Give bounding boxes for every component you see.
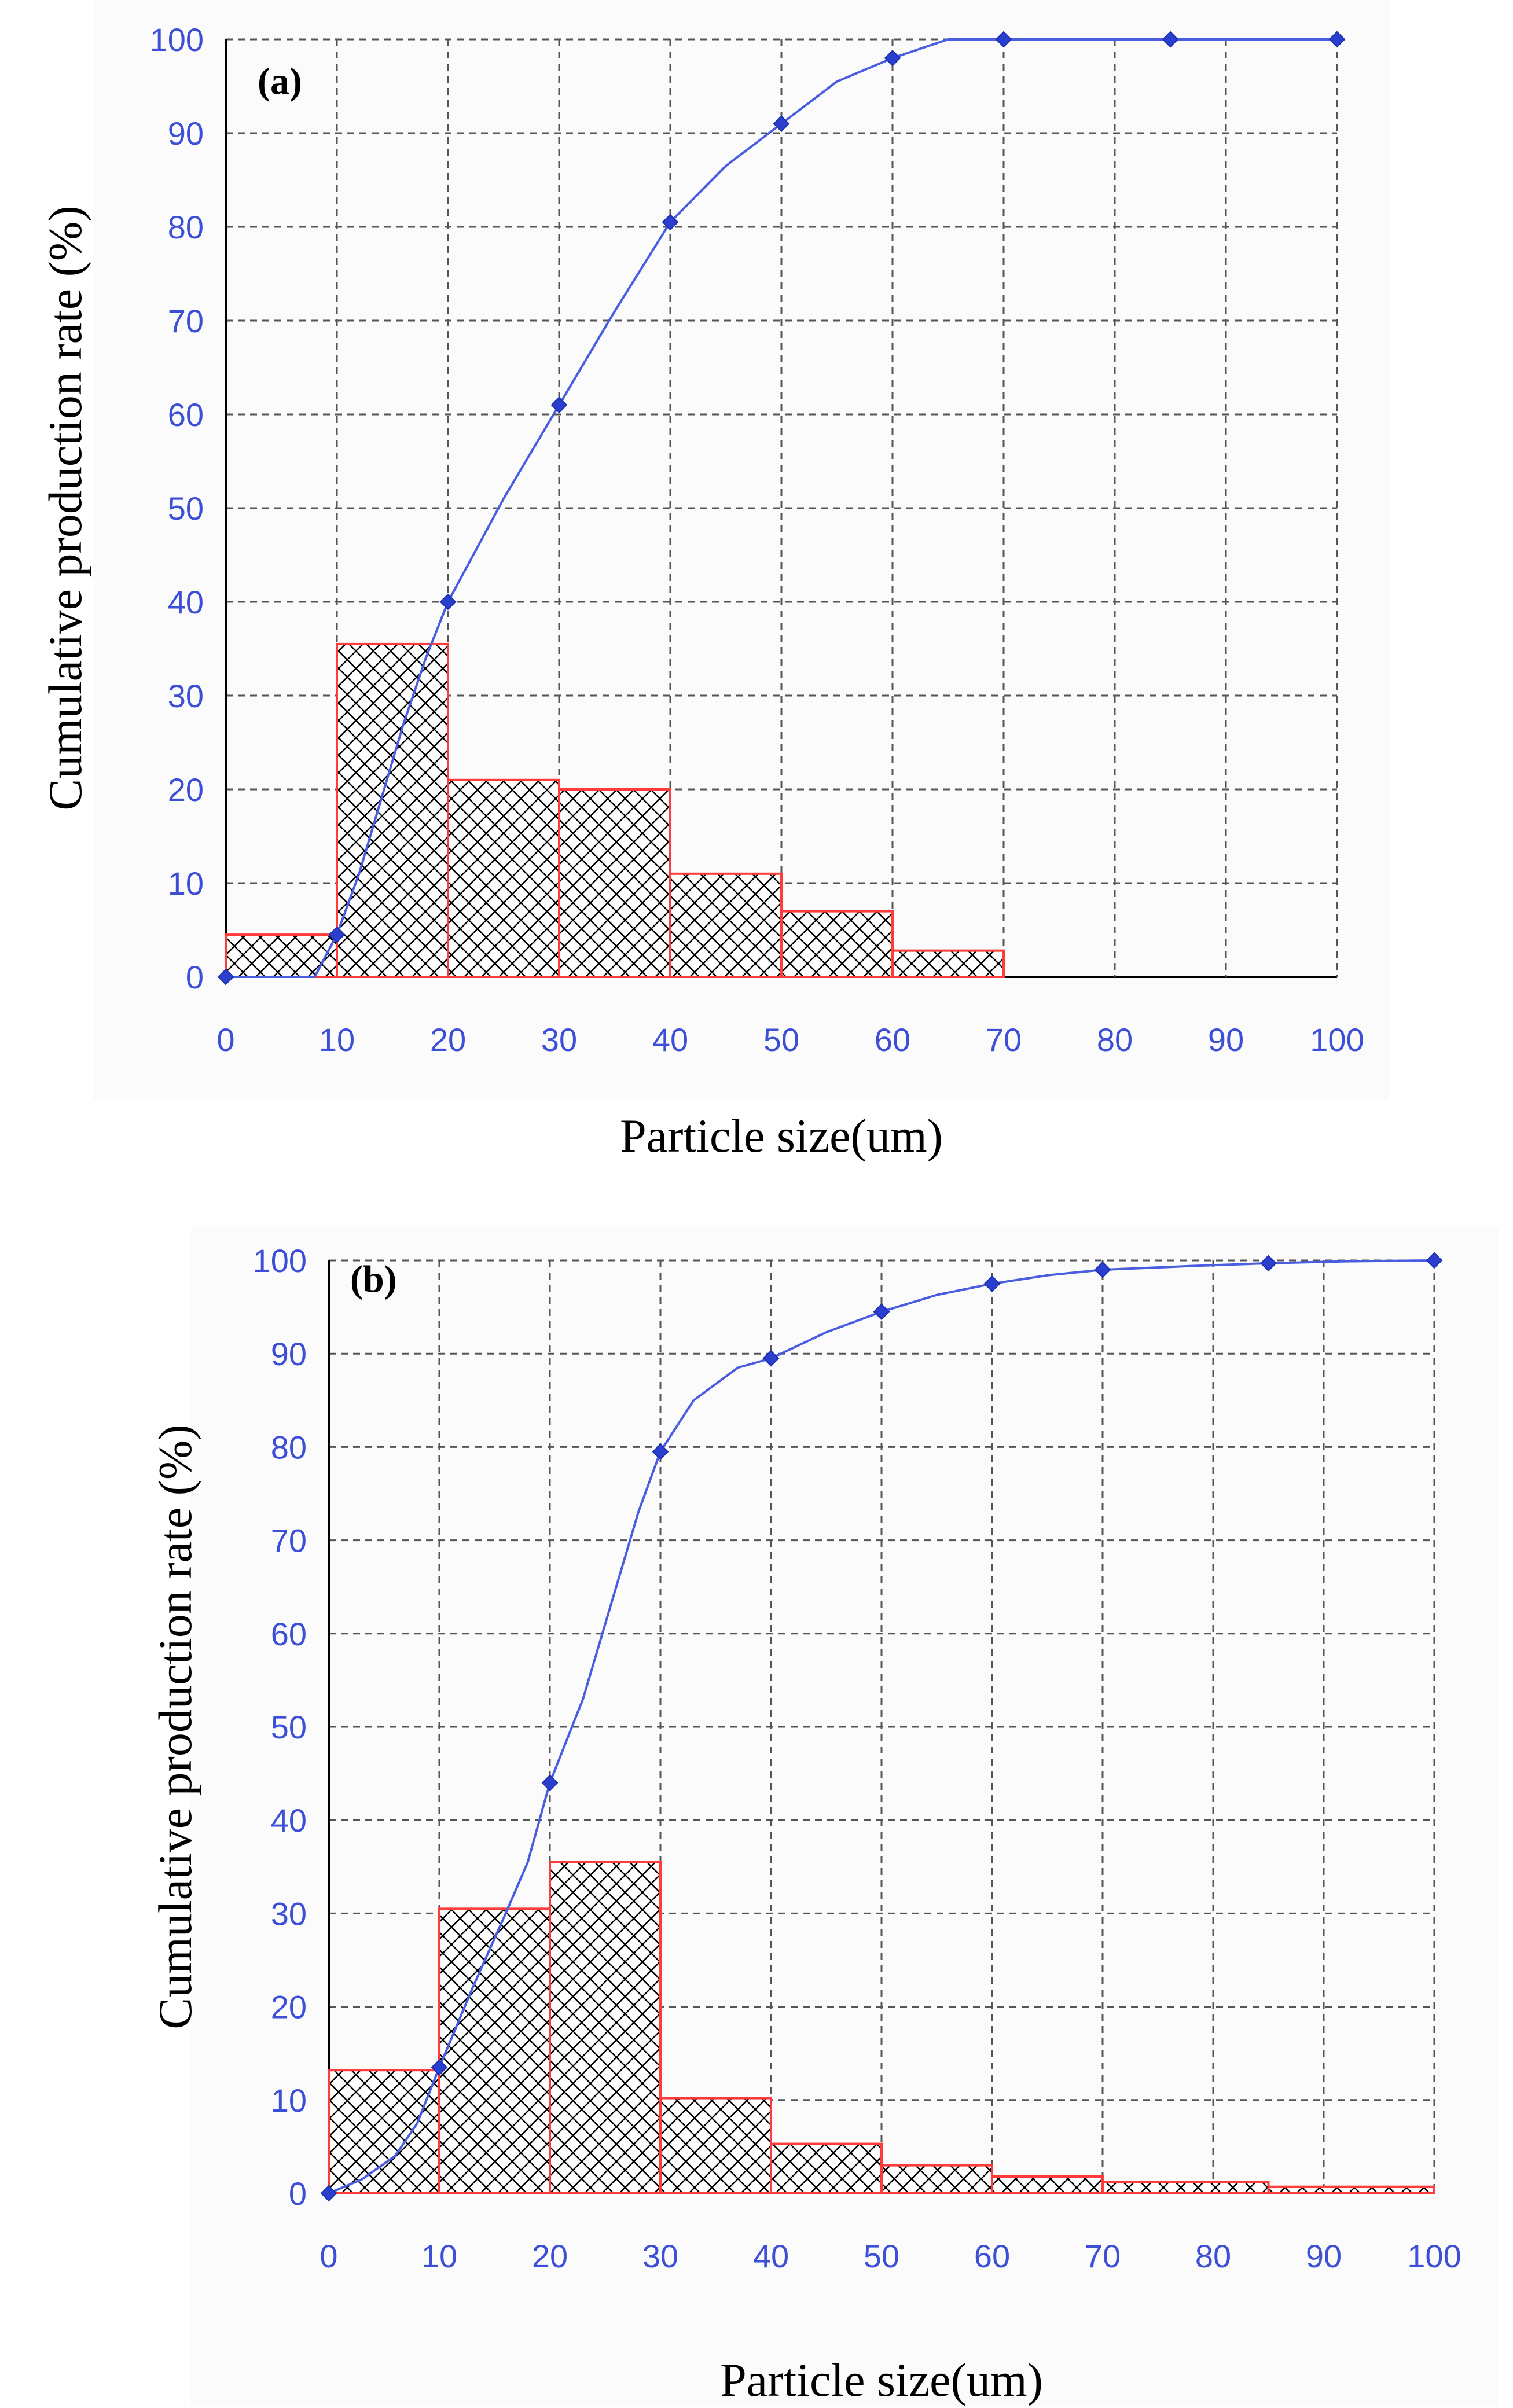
- y-tick-label: 70: [168, 303, 204, 339]
- cumulative-marker: [328, 926, 346, 943]
- x-tick-label: 60: [974, 2238, 1010, 2274]
- x-tick-label: 50: [864, 2238, 899, 2274]
- histogram-bar: [891, 949, 1005, 979]
- y-tick-label: 90: [271, 1336, 307, 1372]
- histogram-bar: [1101, 2181, 1270, 2195]
- cumulative-marker: [1094, 1261, 1111, 1278]
- histogram-bar: [770, 2142, 883, 2194]
- y-tick-label: 50: [271, 1709, 307, 1745]
- cumulative-marker: [439, 593, 457, 611]
- x-tick-label: 0: [320, 2238, 337, 2274]
- x-tick-label: 40: [652, 1021, 688, 1058]
- panel-label: (a): [258, 60, 302, 102]
- x-tick-label: 90: [1208, 1021, 1244, 1058]
- x-tick-label: 20: [430, 1021, 466, 1058]
- cumulative-marker: [884, 49, 901, 67]
- y-tick-label: 50: [168, 490, 204, 527]
- y-tick-label: 10: [168, 865, 204, 902]
- x-tick-label: 50: [763, 1021, 799, 1058]
- x-tick-label: 90: [1306, 2238, 1342, 2274]
- cumulative-marker: [541, 1774, 559, 1792]
- x-tick-label: 70: [986, 1021, 1022, 1058]
- y-tick-label: 60: [271, 1616, 307, 1652]
- histogram-bar: [659, 2097, 772, 2194]
- histogram-bar: [780, 910, 894, 978]
- x-tick-label: 80: [1097, 1021, 1133, 1058]
- x-axis-title: Particle size(um): [720, 2354, 1043, 2406]
- y-axis-title: Cumulative production rate (%): [149, 1424, 201, 2029]
- cumulative-marker: [873, 1303, 890, 1321]
- y-tick-label: 30: [168, 678, 204, 714]
- x-tick-label: 80: [1195, 2238, 1231, 2274]
- histogram-bars: [328, 1861, 1435, 2195]
- y-tick-label: 0: [289, 2175, 307, 2212]
- cumulative-marker: [1162, 31, 1179, 48]
- y-tick-label: 40: [271, 1802, 307, 1839]
- chart-panel-b: 0 10 20 30 40 50 60 70 80 90 100 0 10 20 30 40 50 60 70 80 9…: [149, 1227, 1499, 2407]
- x-tick-label: 30: [541, 1021, 577, 1058]
- y-tick-label: 80: [271, 1429, 307, 1465]
- x-axis-title: Particle size(um): [620, 1109, 943, 1162]
- cumulative-marker: [320, 2185, 337, 2202]
- histogram-bar: [991, 2175, 1104, 2194]
- histogram-bar: [558, 788, 671, 978]
- x-tick-label: 10: [421, 2238, 457, 2274]
- y-tick-label: 80: [168, 209, 204, 245]
- cumulative-curve: [226, 38, 1337, 978]
- cumulative-markers: [320, 1252, 1443, 2202]
- y-tick-label: 0: [186, 959, 204, 995]
- histogram-bar: [336, 642, 449, 978]
- cumulative-marker: [1426, 1252, 1443, 1269]
- cumulative-marker: [550, 396, 568, 414]
- x-tick-label: 40: [753, 2238, 789, 2274]
- cumulative-marker: [431, 2058, 448, 2076]
- histogram-bars: [225, 642, 1005, 979]
- y-tick-label: 90: [168, 115, 204, 152]
- x-tick-label: 70: [1085, 2238, 1121, 2274]
- x-tick-label: 10: [319, 1021, 355, 1058]
- y-tick-label: 10: [271, 2082, 307, 2119]
- cumulative-curve: [328, 1259, 1435, 2194]
- cumulative-marker: [1260, 1255, 1277, 1272]
- cumulative-markers: [217, 31, 1346, 986]
- cumulative-marker: [995, 31, 1012, 48]
- histogram-bar: [880, 2164, 993, 2194]
- cumulative-marker: [652, 1443, 669, 1460]
- x-tick-label: 20: [532, 2238, 568, 2274]
- cumulative-marker: [217, 968, 234, 986]
- x-tick-label: 0: [216, 1021, 234, 1058]
- histogram-bar: [1267, 2185, 1435, 2195]
- chart-panel-a: 0 10 20 30 40 50 60 70 80 90 100 0 10 20 30 40 50 60 70 80 9…: [39, 0, 1389, 1162]
- histogram-bar: [225, 933, 338, 978]
- y-tick-label: 30: [271, 1895, 307, 1932]
- histogram-bar: [549, 1861, 662, 2194]
- y-tick-label: 100: [150, 21, 204, 58]
- cumulative-marker: [773, 115, 790, 133]
- histogram-bar: [669, 872, 783, 979]
- y-tick-label: 60: [168, 396, 204, 433]
- histogram-bar: [438, 1907, 551, 2195]
- y-tick-label: 100: [253, 1242, 307, 1279]
- cumulative-marker: [983, 1275, 1001, 1292]
- y-tick-label: 40: [168, 584, 204, 620]
- x-tick-label: 30: [642, 2238, 678, 2274]
- histogram-bar: [447, 778, 560, 979]
- x-tick-label: 100: [1310, 1021, 1364, 1058]
- y-axis-title: Cumulative production rate (%): [39, 205, 91, 810]
- x-tick-label: 100: [1407, 2238, 1461, 2274]
- cumulative-marker: [662, 214, 679, 231]
- y-tick-label: 20: [271, 1989, 307, 2025]
- panel-background: [191, 1227, 1499, 2407]
- y-tick-label: 70: [271, 1523, 307, 1559]
- cumulative-marker: [1328, 31, 1346, 48]
- x-tick-label: 60: [875, 1021, 910, 1058]
- panel-label: (b): [350, 1258, 397, 1300]
- y-tick-label: 20: [168, 771, 204, 808]
- histogram-bar: [328, 2069, 440, 2195]
- cumulative-marker: [762, 1350, 780, 1367]
